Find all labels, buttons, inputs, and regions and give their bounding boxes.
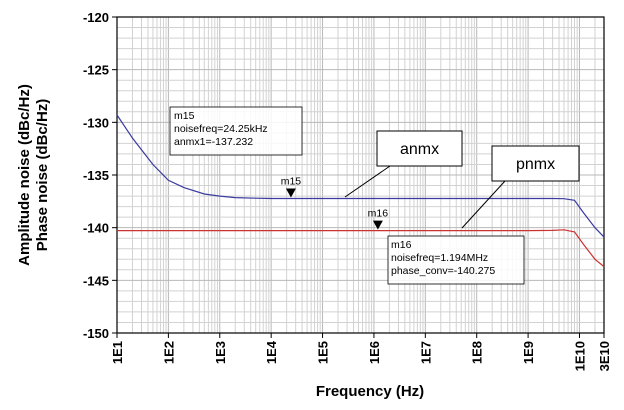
callout-pnmx-box — [491, 145, 580, 182]
x-tick-label: 1E6 — [367, 341, 382, 364]
marker-m16-readout-line: phase_conv=-140.275 — [391, 265, 495, 277]
x-axis-label: Frequency (Hz) — [316, 383, 424, 400]
callout-pnmx-leader — [461, 180, 506, 229]
marker-m15-readout-line: anmx1=-137.232 — [174, 136, 253, 148]
callout-anmx-label: anmx — [400, 141, 439, 158]
y-tick-label: -140 — [83, 221, 109, 236]
y-tick-label: -150 — [83, 326, 109, 341]
y-tick-label: -130 — [83, 115, 109, 130]
marker-m16-readout-line: m16 — [391, 239, 412, 251]
x-tick-label: 1E4 — [264, 340, 279, 364]
marker-annotations: m15m15noisefreq=24.25kHzanmx1=-137.232m1… — [169, 106, 525, 285]
y-axis-label-phase: Phase noise (dBc/Hz) — [34, 99, 51, 252]
x-tick-label: 1E8 — [470, 341, 485, 364]
marker-m15-readout-line: m15 — [174, 110, 195, 122]
marker-m16-label: m16 — [368, 208, 389, 220]
callout-anmx-leader — [344, 165, 391, 198]
callout-anmx-box — [376, 130, 463, 167]
x-tick-label: 1E7 — [418, 341, 433, 364]
x-tick-label: 1E5 — [316, 341, 331, 364]
series-line-pnmx — [117, 229, 605, 268]
series-callouts: anmx pnmx — [344, 130, 580, 229]
y-tick-label: -145 — [83, 273, 109, 288]
marker-m15-triangle — [285, 188, 296, 198]
x-tick-label: 1E2 — [161, 341, 176, 364]
x-tick-label: 1E3 — [213, 341, 228, 364]
marker-m16-readout-line: noisefreq=1.194MHz — [391, 252, 488, 264]
marker-m15-readout-box — [169, 106, 303, 156]
callout-pnmx-label: pnmx — [516, 156, 555, 173]
marker-m16-triangle — [372, 220, 383, 230]
x-tick-label: 1E10 — [572, 341, 587, 371]
series-line-anmx — [116, 114, 605, 238]
x-tick-label: 3E10 — [597, 341, 612, 371]
series-lines — [116, 114, 605, 268]
y-tick-label: -125 — [83, 63, 109, 78]
marker-m16-readout-box — [387, 235, 525, 285]
x-tick-label: 1E1 — [110, 341, 125, 364]
marker-m15-label: m15 — [281, 176, 302, 188]
y-axis-label-amplitude: Amplitude noise (dBc/Hz) — [16, 84, 33, 266]
x-tick-label: 1E9 — [521, 341, 536, 364]
y-tick-label: -120 — [83, 10, 109, 25]
marker-m15-readout-line: noisefreq=24.25kHz — [174, 123, 268, 135]
y-tick-label: -135 — [83, 168, 109, 183]
